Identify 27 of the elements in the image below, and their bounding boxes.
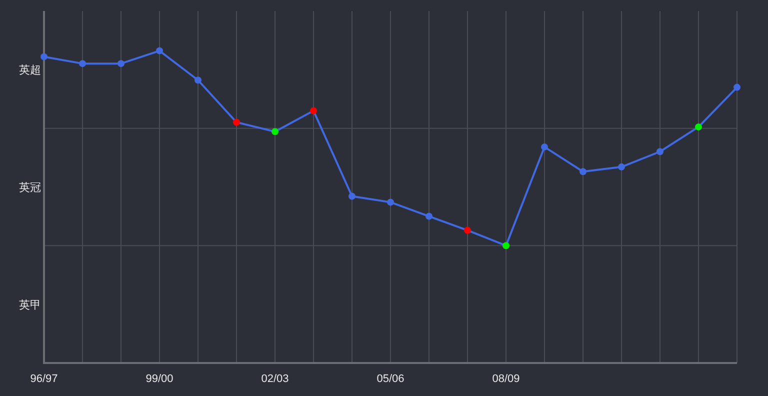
point: [79, 60, 86, 68]
x-tick-label: 02/03: [261, 373, 289, 385]
point: [233, 118, 240, 126]
x-tick-label: 08/09: [492, 373, 520, 385]
point: [502, 242, 510, 250]
point: [541, 143, 548, 150]
point: [464, 226, 471, 234]
point: [348, 192, 356, 200]
point: [272, 128, 278, 136]
text: 英甲: [19, 298, 41, 312]
point: [618, 163, 625, 170]
point: [310, 107, 317, 114]
point: [695, 123, 702, 130]
point: [426, 212, 432, 220]
point: [656, 148, 664, 156]
text: 英冠: [19, 181, 41, 194]
point: [118, 60, 124, 68]
x-tick-label: 99/00: [146, 373, 174, 385]
point: [387, 198, 394, 206]
point: [194, 76, 202, 84]
point: [734, 84, 740, 91]
point: [580, 168, 586, 176]
point: [40, 53, 48, 60]
text: 英超: [19, 64, 41, 77]
x-tick-label: 05/06: [376, 373, 404, 385]
x-tick-label: 96/97: [30, 373, 58, 385]
point: [156, 47, 163, 54]
